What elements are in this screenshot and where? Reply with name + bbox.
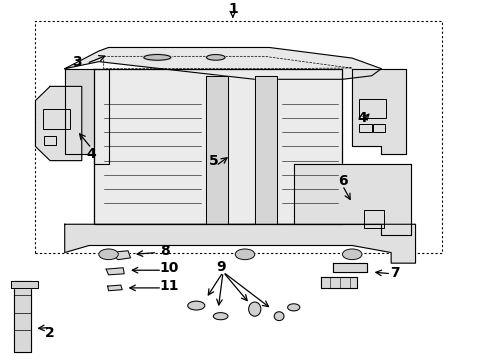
Polygon shape	[35, 86, 82, 161]
Text: 1: 1	[228, 2, 238, 16]
Text: 8: 8	[160, 244, 170, 258]
Bar	[360, 99, 386, 118]
Bar	[360, 123, 372, 132]
Text: 3: 3	[72, 55, 82, 69]
Ellipse shape	[248, 302, 261, 316]
Polygon shape	[94, 69, 343, 224]
Ellipse shape	[188, 301, 205, 310]
Bar	[35, 21, 442, 253]
Polygon shape	[109, 251, 130, 260]
Polygon shape	[320, 277, 357, 288]
Polygon shape	[333, 263, 367, 272]
Bar	[43, 109, 70, 129]
Text: 9: 9	[216, 260, 225, 274]
Ellipse shape	[288, 304, 300, 311]
Ellipse shape	[206, 55, 225, 60]
Polygon shape	[294, 164, 411, 235]
Bar	[365, 210, 384, 228]
Polygon shape	[352, 69, 406, 154]
Ellipse shape	[235, 249, 255, 260]
Polygon shape	[108, 285, 122, 291]
Polygon shape	[255, 76, 277, 224]
Ellipse shape	[143, 54, 172, 60]
Polygon shape	[11, 281, 38, 288]
Ellipse shape	[213, 312, 228, 320]
Polygon shape	[106, 268, 124, 275]
Text: 6: 6	[338, 174, 347, 188]
Ellipse shape	[99, 249, 118, 260]
Text: 2: 2	[45, 326, 55, 340]
Ellipse shape	[274, 312, 284, 321]
Text: 10: 10	[160, 261, 179, 275]
Text: 11: 11	[160, 279, 179, 293]
Text: 7: 7	[390, 266, 400, 280]
Ellipse shape	[343, 249, 362, 260]
Polygon shape	[65, 48, 381, 79]
Text: 5: 5	[208, 154, 218, 168]
Bar	[373, 123, 385, 132]
Polygon shape	[65, 224, 416, 263]
Polygon shape	[65, 69, 109, 164]
Polygon shape	[14, 281, 30, 352]
Polygon shape	[206, 76, 228, 224]
Bar	[44, 136, 56, 145]
Text: 4: 4	[357, 111, 367, 125]
Text: 4: 4	[87, 147, 97, 161]
